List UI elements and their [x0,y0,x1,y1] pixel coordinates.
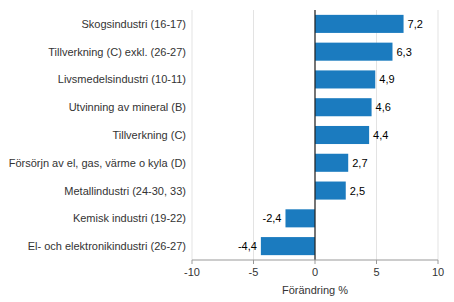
data-label: -2,4 [263,212,282,224]
x-axis: -10 -5 0 5 10 [184,260,444,278]
data-label: 4,4 [373,129,388,141]
category-label: Livsmedelsindustri (10-11) [58,73,186,85]
grid-line [315,10,316,260]
category-label: Tillverkning (C) exkl. (26-27) [48,46,186,58]
data-labels: -4,4 -2,4 2,5 2,7 4,4 4,6 4,9 6,3 7,2 [238,18,423,252]
grid [192,10,438,260]
bar [315,70,375,88]
data-label: 6,3 [396,46,411,58]
x-tick-label: 5 [373,266,379,278]
category-label: Försörjn av el, gas, värme o kyla (D) [9,157,186,169]
x-tick [253,260,254,264]
bar [285,209,315,227]
bars [261,15,404,255]
bar [315,43,392,61]
x-tick-label: 0 [312,266,318,278]
x-tick [376,260,377,264]
bar [315,182,346,200]
chart-svg: El- och elektronikindustri (26-27) Kemisk… [0,0,454,302]
x-tick-label: -5 [249,266,259,278]
category-label: Kemisk industri (19-22) [73,212,186,224]
data-label: 7,2 [408,18,423,30]
data-label: 4,6 [376,101,391,113]
data-label: 4,9 [379,73,394,85]
bar [315,15,404,33]
category-label: Metallindustri (24-30, 33) [64,185,186,197]
category-label: El- och elektronikindustri (26-27) [28,240,186,252]
grid-line [438,10,439,260]
category-label: Skogsindustri (16-17) [81,18,186,30]
bar [315,98,372,116]
y-axis-labels: El- och elektronikindustri (26-27) Kemisk… [9,18,186,252]
chart-container: El- och elektronikindustri (26-27) Kemisk… [0,0,454,302]
x-tick-label: -10 [184,266,200,278]
zero-line [314,10,315,260]
grid-line [253,10,254,260]
bar [315,126,369,144]
data-label: -4,4 [238,240,257,252]
grid-line [192,10,193,260]
x-tick-label: 10 [432,266,444,278]
x-tick [438,260,439,264]
data-label: 2,5 [350,185,365,197]
x-tick [192,260,193,264]
category-label: Tillverkning (C) [112,129,186,141]
category-label: Utvinning av mineral (B) [69,101,186,113]
data-label: 2,7 [352,157,367,169]
bar [261,237,315,255]
bar [315,154,348,172]
x-axis-title: Förändring % [282,284,348,296]
x-tick [315,260,316,264]
